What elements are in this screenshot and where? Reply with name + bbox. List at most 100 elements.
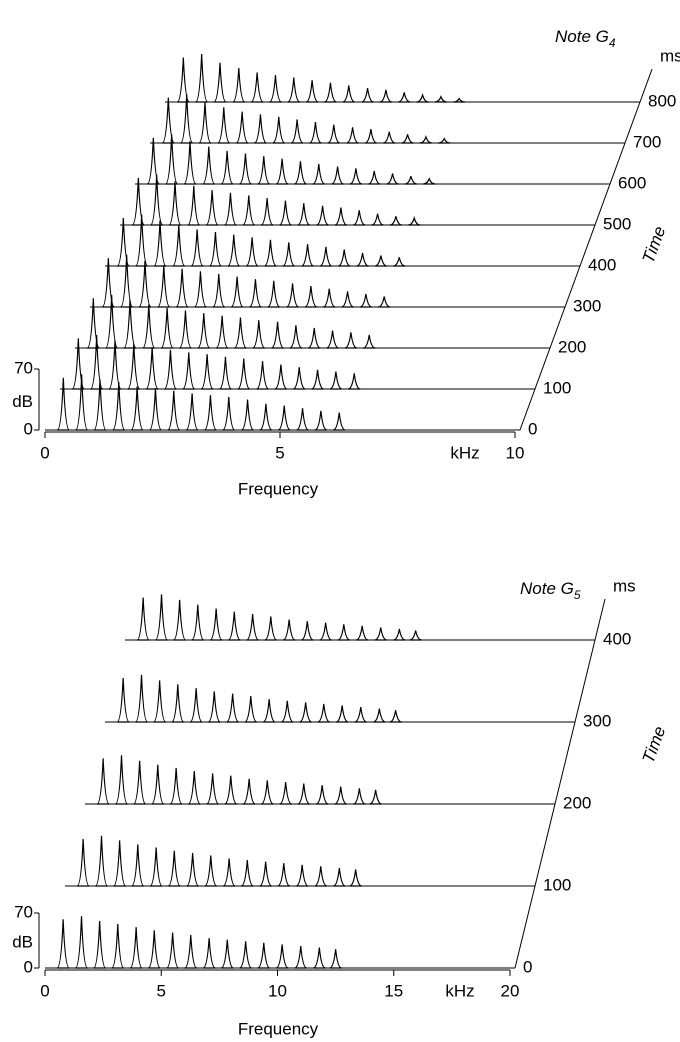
spectral-peak	[294, 945, 307, 969]
spectral-peak	[120, 254, 134, 308]
spectral-peak	[249, 279, 262, 308]
spectral-peak	[353, 210, 366, 226]
spectral-peak	[191, 604, 205, 641]
spectral-peak	[157, 265, 171, 308]
spectral-peak	[289, 325, 303, 349]
spectral-peak	[314, 410, 328, 431]
spectral-peak	[301, 244, 314, 267]
spectral-peak	[116, 218, 130, 267]
time-axis	[519, 69, 653, 431]
spectral-peak	[333, 867, 346, 887]
spectral-peak	[179, 310, 192, 349]
spectral-peak	[274, 364, 288, 390]
spectral-peak	[336, 705, 349, 723]
spectral-peak	[404, 176, 417, 185]
spectral-peak	[359, 293, 373, 308]
spectral-peak	[256, 361, 269, 390]
spectral-peak	[185, 393, 199, 431]
spectral-peak	[113, 840, 126, 887]
spectral-peak	[215, 315, 229, 349]
spectral-peak	[129, 927, 143, 969]
spectral-peak	[261, 780, 274, 805]
spectral-peak	[145, 347, 159, 390]
spectral-peak	[279, 200, 292, 226]
x-tick-label: 10	[506, 443, 525, 462]
spectral-peak	[245, 237, 259, 267]
time-axis-label: Time	[639, 224, 670, 266]
spectral-peak	[354, 706, 367, 723]
x-tick-label: 0	[40, 981, 49, 1000]
x-tick-label: 10	[268, 981, 287, 1000]
spectral-peak	[111, 923, 125, 969]
time-tick-label: 400	[588, 255, 616, 274]
spectral-peak	[259, 403, 273, 431]
spectral-peak	[344, 332, 358, 349]
spectral-peak	[127, 343, 141, 390]
spectral-peak	[327, 124, 340, 144]
spectral-peak	[423, 177, 436, 185]
spectral-peak	[116, 677, 130, 723]
spectral-peak	[184, 934, 198, 969]
spectral-peak	[297, 783, 310, 805]
time-tick-label: 300	[583, 711, 611, 730]
spectral-peak	[165, 134, 179, 185]
spectral-peak	[219, 356, 232, 390]
spectral-peak	[290, 119, 304, 144]
spectral-peak	[374, 627, 387, 641]
spectral-peak	[346, 127, 359, 144]
x-tick-label: 5	[275, 443, 284, 462]
spectral-peak	[401, 134, 414, 144]
spectral-peak	[262, 699, 276, 723]
spectral-peak	[168, 181, 182, 226]
spectral-peak	[212, 273, 226, 308]
spectral-peak	[337, 624, 350, 641]
spectral-peak	[275, 158, 289, 185]
z-tick-label: 0	[24, 419, 33, 438]
time-tick-label: 500	[603, 214, 631, 233]
spectral-peak	[149, 847, 163, 887]
spectral-peak	[169, 767, 183, 805]
time-tick-label: 600	[618, 173, 646, 192]
spectral-peak	[281, 700, 294, 723]
spectral-peak	[278, 405, 291, 431]
spectral-peak	[142, 304, 156, 349]
spectral-peak	[131, 177, 145, 226]
spectral-peak	[269, 74, 282, 103]
spectral-peak	[202, 938, 216, 969]
spectral-peak	[74, 916, 89, 969]
spectral-peak	[197, 313, 211, 349]
spectral-peak	[213, 62, 227, 103]
spectral-peak	[279, 781, 292, 805]
spectral-peak	[105, 294, 119, 349]
spectral-peak	[438, 137, 451, 144]
spectral-peak	[220, 150, 234, 185]
spectral-peak	[267, 280, 280, 308]
spectral-peak	[342, 85, 355, 103]
spectral-peak	[334, 207, 348, 226]
spectral-peak	[331, 166, 344, 185]
spectral-peak	[164, 349, 177, 390]
spectral-peak	[90, 334, 104, 390]
spectral-peak	[368, 170, 381, 185]
spectral-peak	[329, 371, 343, 390]
spectral-peak	[287, 77, 300, 103]
spectral-peak	[202, 146, 216, 185]
spectral-peak	[235, 111, 249, 144]
spectral-peak	[374, 255, 387, 267]
spectral-peak	[237, 358, 251, 390]
spectral-peak	[209, 231, 222, 267]
spectral-peak	[222, 396, 236, 431]
spectral-peak	[200, 354, 214, 390]
x-tick-label: 15	[384, 981, 403, 1000]
spectral-peak	[242, 195, 256, 226]
time-unit: ms	[660, 47, 680, 66]
spectral-peak	[275, 944, 289, 969]
spectral-peak	[172, 225, 186, 267]
spectral-peak	[315, 785, 329, 805]
spectral-peak	[349, 869, 362, 887]
spectral-peak	[363, 334, 376, 349]
spectral-peak	[364, 128, 378, 144]
spectral-peak	[434, 95, 447, 103]
chart-title: Note G4	[555, 27, 616, 50]
